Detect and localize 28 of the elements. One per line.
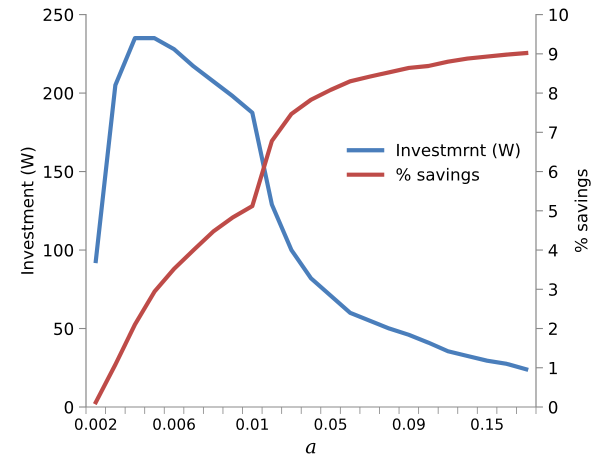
y-tick-label: 0 <box>64 400 74 414</box>
x-tick-label: 0.15 <box>471 418 503 430</box>
y2-tick-label: 0 <box>548 400 558 414</box>
y2-tick-label: 10 <box>550 8 568 22</box>
y2-tick-label: 7 <box>549 126 557 139</box>
y2-tick-label: 2 <box>549 322 557 335</box>
y-tick-label: 100 <box>44 244 74 257</box>
legend-label: % savings <box>396 168 480 184</box>
legend-label: Investmrnt (W) <box>397 143 520 158</box>
y2-tick-label: 1 <box>550 362 557 374</box>
y2-tick-label: 6 <box>548 166 558 178</box>
x-tick-label: 0.002 <box>74 418 116 430</box>
x-tick-label: 0.05 <box>314 418 346 430</box>
y-tick-label: 150 <box>44 166 74 178</box>
x-axis-title: a <box>306 442 316 454</box>
x-tick-label: 0.01 <box>236 418 268 430</box>
y-tick-label: 250 <box>44 8 74 22</box>
y2-tick-label: 9 <box>548 48 558 60</box>
y2-tick-label: 3 <box>549 283 558 296</box>
x-tick-label: 0.006 <box>153 418 195 430</box>
y-tick-label: 50 <box>54 322 74 336</box>
x-tick-label: 0.09 <box>392 418 425 430</box>
y-tick-label: 200 <box>44 87 74 100</box>
y-axis-title: Investment (W) <box>20 148 36 274</box>
y2-tick-label: 8 <box>548 87 558 100</box>
y2-tick-label: 4 <box>548 244 558 256</box>
y2-axis-title: % savings <box>574 169 591 252</box>
y2-tick-label: 5 <box>549 204 557 218</box>
